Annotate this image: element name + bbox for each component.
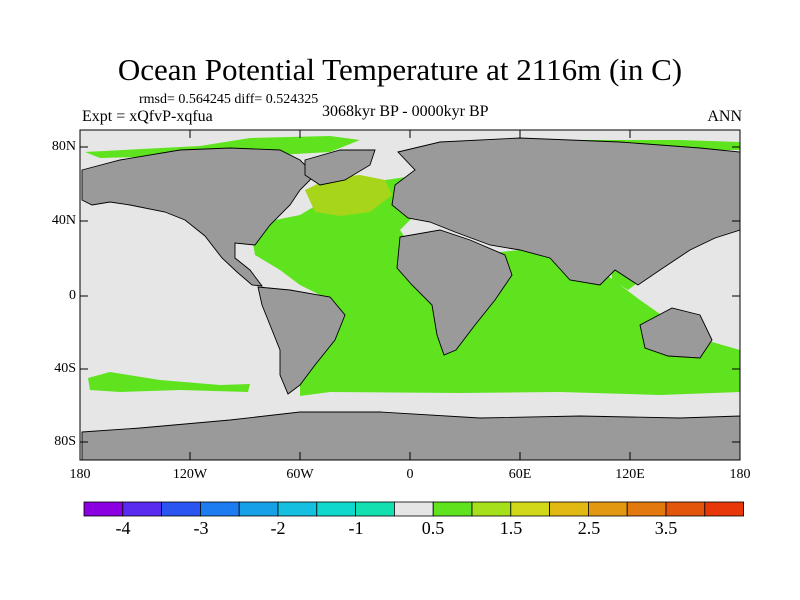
colorbar-box	[588, 501, 628, 517]
colorbar	[83, 501, 744, 517]
lat-tick-label: 80S	[54, 434, 76, 449]
colorbar-box	[471, 501, 512, 517]
lat-tick-label: 40S	[54, 361, 76, 376]
colorbar-box	[161, 501, 201, 517]
anomaly-southern-pacific	[88, 372, 250, 392]
colorbar-box	[665, 501, 706, 517]
lon-tick-label: 180	[729, 467, 751, 482]
anomaly-arctic	[85, 136, 360, 158]
colorbar-label: 3.5	[654, 518, 678, 538]
colorbar-label: 1.5	[499, 518, 523, 538]
lon-tick-label: 180	[69, 467, 91, 482]
colorbar-box	[510, 501, 550, 517]
stats-label: rmsd= 0.564245 diff= 0.524325	[139, 92, 319, 107]
lon-tick-label: 120W	[172, 467, 208, 482]
eurasia	[391, 137, 741, 286]
colorbar-box	[316, 501, 356, 517]
colorbar-label: 0.5	[421, 518, 445, 538]
anomaly-south-indian	[700, 340, 740, 392]
north-america	[81, 147, 316, 287]
lat-tick-label: 40N	[51, 213, 76, 228]
colorbar-label: -1	[348, 518, 364, 538]
lat-tick-label: 0	[69, 288, 76, 303]
colorbar-box	[626, 501, 667, 517]
colorbar-box	[122, 501, 163, 517]
lon-tick-label: 120E	[615, 467, 645, 482]
lon-tick-label: 60W	[286, 467, 314, 482]
south-america	[257, 286, 346, 395]
colorbar-label: -3	[193, 518, 209, 538]
season-label: ANN	[707, 108, 742, 125]
colorbar-label: 2.5	[577, 518, 601, 538]
colorbar-box	[238, 501, 279, 517]
australia	[639, 307, 713, 359]
plot-title: Ocean Potential Temperature at 2116m (in…	[117, 52, 683, 87]
colorbar-box	[355, 501, 395, 517]
experiment-label: Expt = xQfvP-xqfua	[82, 108, 213, 125]
colorbar-box	[393, 501, 434, 517]
lon-tick-label: 0	[406, 467, 414, 482]
colorbar-label: -2	[270, 518, 286, 538]
colorbar-box	[83, 501, 124, 517]
greenland	[304, 149, 376, 186]
colorbar-box	[549, 501, 589, 517]
land-masses	[81, 137, 741, 461]
colorbar-label: -4	[115, 518, 131, 538]
lat-tick-label: 80N	[51, 139, 76, 154]
tick-marks	[80, 130, 740, 460]
colorbar-box	[277, 501, 318, 517]
anomaly-north-atlantic	[305, 175, 392, 216]
lon-tick-label: 60E	[508, 467, 532, 482]
africa	[396, 229, 513, 356]
colorbar-box	[704, 501, 744, 517]
period-label: 3068kyr BP - 0000kyr BP	[322, 103, 489, 120]
colorbar-box	[199, 501, 240, 517]
colorbar-box	[432, 501, 473, 517]
